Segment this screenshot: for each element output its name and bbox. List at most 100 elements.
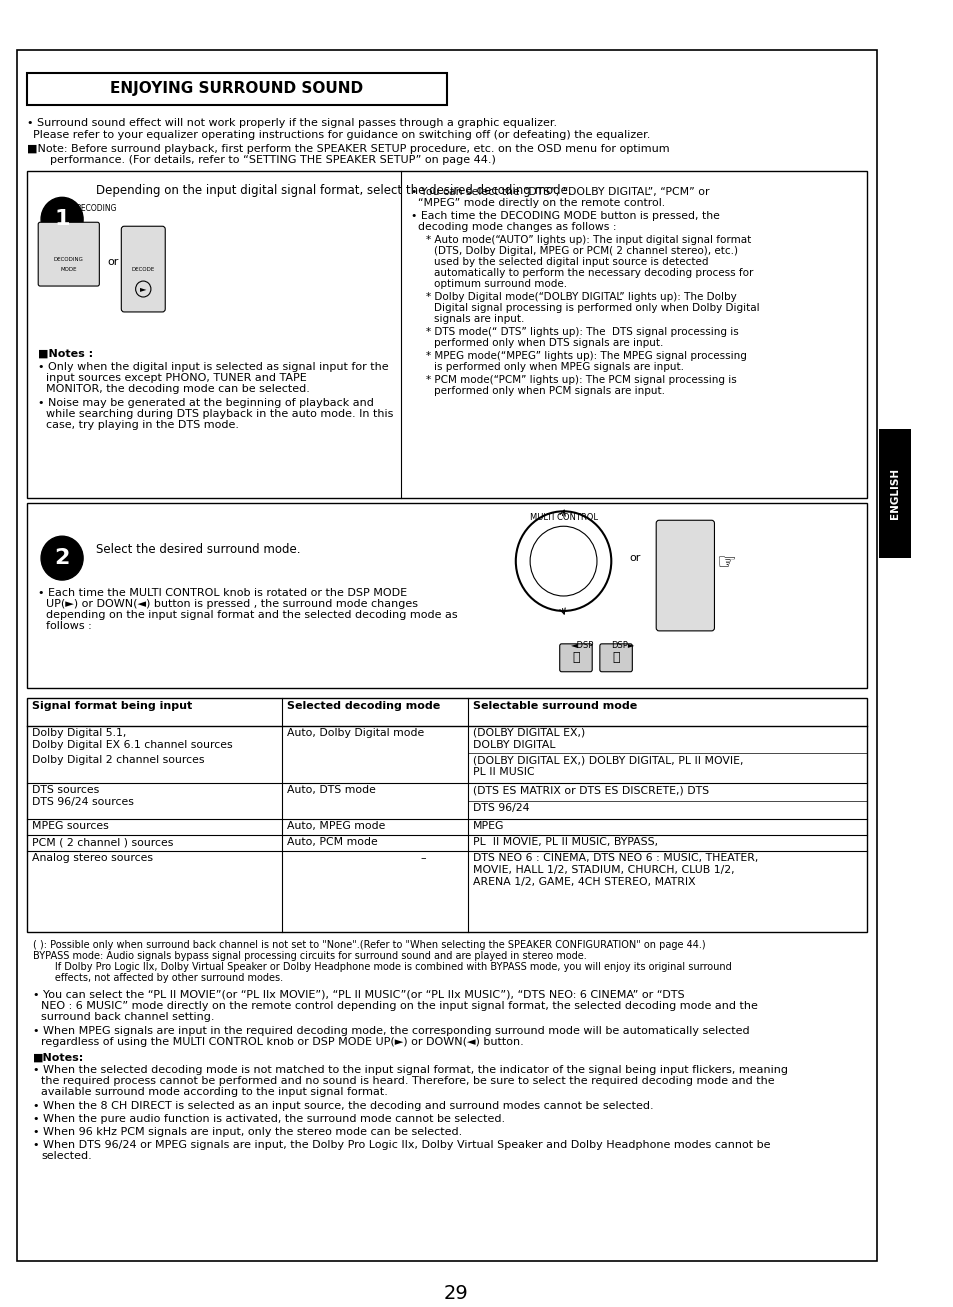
Text: 1: 1 <box>54 209 70 229</box>
Text: * PCM mode(“PCM” lights up): The PCM signal processing is: * PCM mode(“PCM” lights up): The PCM sig… <box>426 375 736 384</box>
Text: effects, not affected by other surround modes.: effects, not affected by other surround … <box>33 972 283 983</box>
Text: while searching during DTS playback in the auto mode. In this: while searching during DTS playback in t… <box>46 409 393 418</box>
Text: ( ): Possible only when surround back channel is not set to "None".(Refer to "Wh: ( ): Possible only when surround back ch… <box>33 940 705 950</box>
Text: * Dolby Digital mode(“DOLBY DIGITAL” lights up): The Dolby: * Dolby Digital mode(“DOLBY DIGITAL” lig… <box>426 291 736 302</box>
Text: BYPASS mode: Audio signals bypass signal processing circuits for surround sound : BYPASS mode: Audio signals bypass signal… <box>33 950 586 961</box>
Text: input sources except PHONO, TUNER and TAPE: input sources except PHONO, TUNER and TA… <box>46 372 306 383</box>
Text: Dolby Digital 2 channel sources: Dolby Digital 2 channel sources <box>31 755 204 766</box>
Text: ⏮: ⏮ <box>572 651 579 664</box>
Text: • When MPEG signals are input in the required decoding mode, the corresponding s: • When MPEG signals are input in the req… <box>33 1026 749 1035</box>
Text: Depending on the input digital signal format, select the desired decoding mode.: Depending on the input digital signal fo… <box>95 184 571 197</box>
FancyBboxPatch shape <box>121 226 165 312</box>
FancyBboxPatch shape <box>27 73 447 105</box>
Text: performance. (For details, refer to “SETTING THE SPEAKER SETUP” on page 44.): performance. (For details, refer to “SET… <box>50 156 495 166</box>
Text: DOLBY DIGITAL: DOLBY DIGITAL <box>473 740 555 749</box>
Text: UP(►) or DOWN(◄) button is pressed , the surround mode changes: UP(►) or DOWN(◄) button is pressed , the… <box>46 599 417 609</box>
Text: PCM ( 2 channel ) sources: PCM ( 2 channel ) sources <box>31 838 172 847</box>
Text: DSP►: DSP► <box>611 640 634 650</box>
FancyBboxPatch shape <box>599 644 632 672</box>
Text: automatically to perform the necessary decoding process for: automatically to perform the necessary d… <box>434 268 752 278</box>
Text: • Noise may be generated at the beginning of playback and: • Noise may be generated at the beginnin… <box>38 397 374 408</box>
Text: • You can select the “DTS”, “DOLBY DIGITAL”, “PCM” or: • You can select the “DTS”, “DOLBY DIGIT… <box>411 187 708 197</box>
Text: MPEG: MPEG <box>473 821 503 831</box>
Text: • You can select the “PL II MOVIE”(or “PL IIx MOVIE”), “PL II MUSIC”(or “PL IIx : • You can select the “PL II MOVIE”(or “P… <box>33 989 684 1000</box>
FancyBboxPatch shape <box>559 644 592 672</box>
Text: ARENA 1/2, GAME, 4CH STEREO, MATRIX: ARENA 1/2, GAME, 4CH STEREO, MATRIX <box>473 877 695 887</box>
Text: signals are input.: signals are input. <box>434 314 523 324</box>
Text: Auto, DTS mode: Auto, DTS mode <box>286 786 375 796</box>
Text: Selectable surround mode: Selectable surround mode <box>473 701 637 711</box>
Text: MULTI CONTROL: MULTI CONTROL <box>529 514 597 523</box>
Text: * Auto mode(“AUTO” lights up): The input digital signal format: * Auto mode(“AUTO” lights up): The input… <box>426 235 750 246</box>
Text: MONITOR, the decoding mode can be selected.: MONITOR, the decoding mode can be select… <box>46 384 310 393</box>
Text: decoding mode changes as follows :: decoding mode changes as follows : <box>418 222 617 233</box>
Text: If Dolby Pro Logic IIx, Dolby Virtual Speaker or Dolby Headphone mode is combine: If Dolby Pro Logic IIx, Dolby Virtual Sp… <box>33 962 731 972</box>
Text: 2: 2 <box>54 548 70 569</box>
Text: • When DTS 96/24 or MPEG signals are input, the Dolby Pro Logic IIx, Dolby Virtu: • When DTS 96/24 or MPEG signals are inp… <box>33 1140 770 1150</box>
Text: case, try playing in the DTS mode.: case, try playing in the DTS mode. <box>46 420 238 430</box>
Text: ■Notes :: ■Notes : <box>38 349 93 359</box>
Text: used by the selected digital input source is detected: used by the selected digital input sourc… <box>434 257 707 267</box>
Text: selected.: selected. <box>41 1151 91 1161</box>
Text: or: or <box>629 553 640 563</box>
Text: Auto, Dolby Digital mode: Auto, Dolby Digital mode <box>286 728 423 737</box>
Text: MODE: MODE <box>60 267 77 272</box>
Text: Auto, MPEG mode: Auto, MPEG mode <box>286 821 384 831</box>
Text: ☞: ☞ <box>715 553 735 572</box>
Text: • Each time the DECODING MODE button is pressed, the: • Each time the DECODING MODE button is … <box>411 212 719 221</box>
FancyBboxPatch shape <box>27 503 866 687</box>
Text: DECODING: DECODING <box>53 256 84 261</box>
Text: • When the pure audio function is activated, the surround mode cannot be selecte: • When the pure audio function is activa… <box>33 1115 505 1124</box>
Text: or: or <box>107 257 118 267</box>
Text: Signal format being input: Signal format being input <box>31 701 192 711</box>
Text: (DOLBY DIGITAL EX,) DOLBY DIGITAL, PL II MOVIE,: (DOLBY DIGITAL EX,) DOLBY DIGITAL, PL II… <box>473 755 742 766</box>
Text: Selected decoding mode: Selected decoding mode <box>286 701 439 711</box>
Text: regardless of using the MULTI CONTROL knob or DSP MODE UP(►) or DOWN(◄) button.: regardless of using the MULTI CONTROL kn… <box>41 1036 523 1047</box>
FancyBboxPatch shape <box>656 520 714 631</box>
Text: DECODING: DECODING <box>74 204 116 213</box>
FancyBboxPatch shape <box>38 222 99 286</box>
Text: DTS NEO 6 : CINEMA, DTS NEO 6 : MUSIC, THEATER,: DTS NEO 6 : CINEMA, DTS NEO 6 : MUSIC, T… <box>473 853 758 863</box>
Text: MOVIE, HALL 1/2, STADIUM, CHURCH, CLUB 1/2,: MOVIE, HALL 1/2, STADIUM, CHURCH, CLUB 1… <box>473 865 734 876</box>
Text: ■Notes:: ■Notes: <box>33 1052 85 1063</box>
Text: ►: ► <box>140 285 147 294</box>
Text: –: – <box>420 853 425 863</box>
Text: • When the 8 CH DIRECT is selected as an input source, the decoding and surround: • When the 8 CH DIRECT is selected as an… <box>33 1102 654 1111</box>
Text: DTS 96/24 sources: DTS 96/24 sources <box>31 797 133 808</box>
Text: (DTS ES MATRIX or DTS ES DISCRETE,) DTS: (DTS ES MATRIX or DTS ES DISCRETE,) DTS <box>473 786 708 796</box>
Text: ◄DSP: ◄DSP <box>571 640 594 650</box>
FancyBboxPatch shape <box>878 429 910 558</box>
Text: DECODE: DECODE <box>132 267 154 272</box>
Text: • When the selected decoding mode is not matched to the input signal format, the: • When the selected decoding mode is not… <box>33 1065 787 1076</box>
Text: surround back channel setting.: surround back channel setting. <box>41 1012 214 1022</box>
Text: * MPEG mode(“MPEG” lights up): The MPEG signal processing: * MPEG mode(“MPEG” lights up): The MPEG … <box>426 350 746 361</box>
Text: Dolby Digital 5.1,: Dolby Digital 5.1, <box>31 728 126 737</box>
Text: ENJOYING SURROUND SOUND: ENJOYING SURROUND SOUND <box>111 81 363 97</box>
Text: • Each time the MULTI CONTROL knob is rotated or the DSP MODE: • Each time the MULTI CONTROL knob is ro… <box>38 588 407 599</box>
Text: 29: 29 <box>443 1283 468 1303</box>
Text: • Surround sound effect will not work properly if the signal passes through a gr: • Surround sound effect will not work pr… <box>27 118 557 128</box>
Text: available surround mode according to the input signal format.: available surround mode according to the… <box>41 1087 388 1098</box>
FancyBboxPatch shape <box>17 50 876 1261</box>
Text: • When 96 kHz PCM signals are input, only the stereo mode can be selected.: • When 96 kHz PCM signals are input, onl… <box>33 1127 462 1137</box>
Text: ⏭: ⏭ <box>612 651 619 664</box>
Text: the required process cannot be performed and no sound is heard. Therefore, be su: the required process cannot be performed… <box>41 1077 774 1086</box>
Text: follows :: follows : <box>46 621 91 631</box>
Text: DTS sources: DTS sources <box>31 786 99 796</box>
Text: Select the desired surround mode.: Select the desired surround mode. <box>95 544 299 557</box>
Text: * DTS mode(“ DTS” lights up): The  DTS signal processing is: * DTS mode(“ DTS” lights up): The DTS si… <box>426 327 738 337</box>
Text: “MPEG” mode directly on the remote control.: “MPEG” mode directly on the remote contr… <box>418 199 665 208</box>
Text: • Only when the digital input is selected as signal input for the: • Only when the digital input is selecte… <box>38 362 389 371</box>
Text: Digital signal processing is performed only when Dolby Digital: Digital signal processing is performed o… <box>434 303 759 312</box>
Text: (DOLBY DIGITAL EX,): (DOLBY DIGITAL EX,) <box>473 728 584 737</box>
Circle shape <box>41 197 83 242</box>
Text: PL  II MOVIE, PL II MUSIC, BYPASS,: PL II MOVIE, PL II MUSIC, BYPASS, <box>473 838 658 847</box>
Text: Analog stereo sources: Analog stereo sources <box>31 853 152 863</box>
Text: PL II MUSIC: PL II MUSIC <box>473 767 534 778</box>
Text: is performed only when MPEG signals are input.: is performed only when MPEG signals are … <box>434 362 683 371</box>
Text: Please refer to your equalizer operating instructions for guidance on switching : Please refer to your equalizer operating… <box>33 129 650 140</box>
Text: (DTS, Dolby Digital, MPEG or PCM( 2 channel stereo), etc.): (DTS, Dolby Digital, MPEG or PCM( 2 chan… <box>434 246 737 256</box>
Text: Auto, PCM mode: Auto, PCM mode <box>286 838 376 847</box>
Text: NEO : 6 MUSIC” mode directly on the remote control depending on the input signal: NEO : 6 MUSIC” mode directly on the remo… <box>41 1001 757 1010</box>
Text: Dolby Digital EX 6.1 channel sources: Dolby Digital EX 6.1 channel sources <box>31 740 232 749</box>
